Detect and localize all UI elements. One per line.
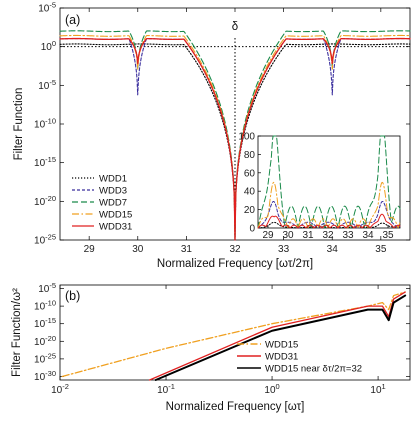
inset-chart: 29 30 31 32 33 34 35 0 20 40 60 80 100 [238,132,401,241]
inset-series-wdd15 [257,181,401,229]
inset-y-tick-label: 0 [249,224,255,235]
y-axis-label: Filter Function [13,88,25,161]
legend-entry: WDD3 [99,186,127,197]
inset-frame [257,135,401,229]
x-tick-label: 10-1 [157,382,175,396]
y-tick-label: 10-5 [38,78,56,92]
y-tick-label: 10-25 [34,351,56,365]
legend-entry: WDD7 [99,198,127,209]
series-wdd15 [61,291,406,378]
panel-a: 29 30 31 32 33 34 3510-2510-2010-1510-1010-510… [13,1,411,270]
x-axis-label: Normalized Frequency [ωτ/2π] [157,258,313,270]
legend-entry: WDD1 [99,174,127,185]
inset-x-tick-label: 34 [362,230,374,241]
legend-entry: WDD15 near δτ/2π=32 [265,364,362,375]
inset-y-tick-label: 40 [244,187,256,198]
inset-series-wdd7 [257,135,401,229]
series-wdd7 [59,30,411,241]
x-tick-label: 100 [264,382,279,396]
series-wdd15-near-2-32 [154,294,407,381]
x-tick-label: 29 [84,244,96,255]
legend-entry: WDD31 [99,222,132,233]
panel-label: (b) [65,289,80,303]
inset-x-tick-label: 29 [262,230,274,241]
x-tick-label: 33 [278,244,290,255]
y-tick-label: 10-20 [34,334,56,348]
series-wdd31 [148,291,406,381]
x-tick-label: 31 [181,244,193,255]
inset-series-wdd3 [257,200,401,229]
x-tick-label: 30 [132,244,144,255]
series-wdd15 [59,34,411,241]
x-tick-label: 10-2 [51,382,69,396]
y-tick-label: 10-20 [34,194,56,208]
inset-x-tick-label: 35 [382,230,394,241]
y-tick-label: 10-15 [34,155,56,169]
inset-x-tick-label: 31 [302,230,314,241]
x-tick-label: 34 [327,244,339,255]
panel-label: (a) [65,13,80,27]
delta-annotation: δ [232,21,238,33]
x-tick-label: 32 [229,244,241,255]
inset-y-tick-label: 60 [244,168,256,179]
inset-y-tick-label: 20 [244,205,256,216]
y-tick-label: 10-25 [34,233,56,247]
legend-entry: WDD31 [265,352,298,363]
x-tick-label: 35 [375,244,387,255]
panel-b: 10-2 10-1 100 101 10-30 10-25 10-20 10-15 10-10 1… [11,281,411,413]
y-tick-label: 10-10 [34,299,56,313]
y-tick-label: 100 [41,39,56,53]
series-wdd31 [59,37,411,241]
y-axis-label: Filter Function/ω² [11,288,23,377]
inset-y-tick-label: 100 [238,132,255,143]
y-tick-label: 10-15 [34,316,56,330]
inset-series-wdd31 [257,213,401,229]
y-tick-label: 10-10 [34,117,56,131]
plot-frame [59,284,411,381]
inset-x-tick-label: 32 [322,230,334,241]
x-axis-label: Normalized Frequency [ωτ] [166,401,305,413]
x-tick-label: 101 [370,382,385,396]
y-tick-label: 10-5 [38,1,56,15]
inset-y-tick-label: 80 [244,150,256,161]
inset-x-tick-label: 33 [342,230,354,241]
legend-entry: WDD15 [99,210,132,221]
y-tick-label: 10-30 [34,369,56,383]
y-tick-label: 10-5 [38,281,56,295]
inset-x-tick-label: 30 [282,230,294,241]
legend-entry: WDD15 [265,340,298,351]
